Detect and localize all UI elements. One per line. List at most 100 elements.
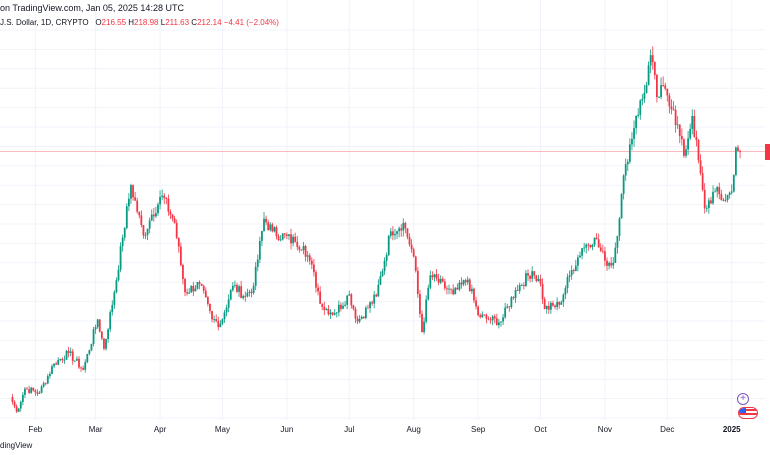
candle-body: [171, 214, 174, 219]
candle-body: [435, 274, 438, 279]
candle: [356, 315, 359, 325]
candle: [136, 197, 139, 214]
candle-body: [651, 55, 654, 63]
candle-body: [367, 307, 369, 309]
candle-body: [150, 214, 153, 221]
candle-body: [109, 312, 112, 330]
candle-body: [406, 228, 409, 238]
candle: [367, 304, 369, 309]
chart-source-line: on TradingView.com, Jan 05, 2025 14:28 U…: [0, 3, 184, 13]
candle-body: [489, 319, 492, 321]
candle-body: [296, 241, 299, 247]
candle: [111, 300, 114, 316]
brand-footer: dingView: [0, 441, 33, 450]
candle: [732, 174, 735, 193]
candle: [138, 211, 141, 219]
candle-body: [460, 282, 463, 285]
candle-body: [269, 224, 272, 230]
candle-body: [720, 194, 723, 201]
candle: [206, 295, 209, 307]
candle: [44, 382, 47, 386]
candle-body: [86, 353, 89, 363]
candle: [17, 408, 20, 413]
candle-body: [419, 293, 421, 314]
candle: [487, 316, 490, 321]
symbol-description[interactable]: J.S. Dollar, 1D, CRYPTO: [0, 18, 89, 27]
candle: [498, 318, 500, 329]
candle-body: [312, 264, 315, 273]
candle-body: [356, 318, 359, 322]
candle: [265, 215, 267, 226]
candle-body: [132, 185, 134, 198]
candle: [364, 305, 367, 320]
candle-body: [450, 288, 453, 290]
candle: [229, 288, 232, 301]
candle: [437, 273, 440, 286]
candle-body: [570, 270, 573, 276]
candle: [279, 235, 282, 242]
candle: [541, 278, 544, 304]
close-value: 212.14: [197, 18, 222, 27]
candle-body: [558, 301, 561, 305]
candle-body: [608, 262, 610, 266]
candle-body: [668, 95, 671, 107]
candle-body: [581, 248, 583, 256]
candle: [96, 318, 99, 329]
candle: [348, 290, 351, 296]
candle-body: [103, 338, 105, 349]
candle: [726, 194, 729, 203]
candle-body: [495, 318, 498, 326]
candle: [254, 262, 257, 291]
candle-body: [281, 233, 284, 240]
candle-body: [595, 237, 598, 240]
candle-body: [587, 244, 590, 246]
candle: [335, 311, 338, 318]
candle-body: [500, 321, 502, 323]
candle-body: [115, 280, 118, 293]
candle: [423, 317, 425, 335]
candle-body: [512, 297, 515, 299]
candle-body: [19, 401, 22, 409]
candle: [127, 193, 130, 212]
candle: [144, 232, 147, 240]
candle: [660, 77, 662, 100]
candle: [82, 365, 85, 371]
candle: [674, 105, 677, 133]
candle: [699, 154, 702, 176]
candle: [678, 124, 681, 144]
candle-body: [285, 234, 288, 237]
candle: [215, 314, 218, 323]
candle: [94, 324, 97, 334]
us-flag-icon[interactable]: [738, 407, 758, 419]
candle: [163, 192, 166, 204]
candle-body: [660, 85, 662, 98]
candle: [597, 233, 600, 248]
candle-body: [242, 296, 245, 299]
candle-body: [431, 275, 434, 278]
candle-body: [65, 350, 68, 360]
candle: [252, 282, 255, 295]
candle: [113, 290, 116, 309]
candle: [134, 191, 137, 202]
candle: [477, 305, 480, 317]
x-tick-label: Jun: [280, 425, 294, 434]
candle-body: [466, 279, 469, 283]
candle: [159, 190, 161, 210]
candle: [34, 389, 37, 396]
candle: [456, 283, 459, 290]
candle-body: [125, 206, 128, 228]
candle-body: [84, 362, 87, 370]
x-tick-label: Nov: [597, 425, 613, 434]
candle-body: [716, 187, 719, 192]
candle: [325, 307, 328, 311]
candle-body: [562, 294, 565, 303]
candle: [105, 338, 107, 351]
candle: [248, 289, 251, 297]
open-label: O: [95, 18, 102, 27]
candle: [531, 266, 534, 283]
candle-body: [410, 244, 413, 250]
candle: [475, 296, 477, 310]
candle-body: [348, 294, 351, 296]
plus-circle-icon[interactable]: +: [737, 393, 749, 405]
